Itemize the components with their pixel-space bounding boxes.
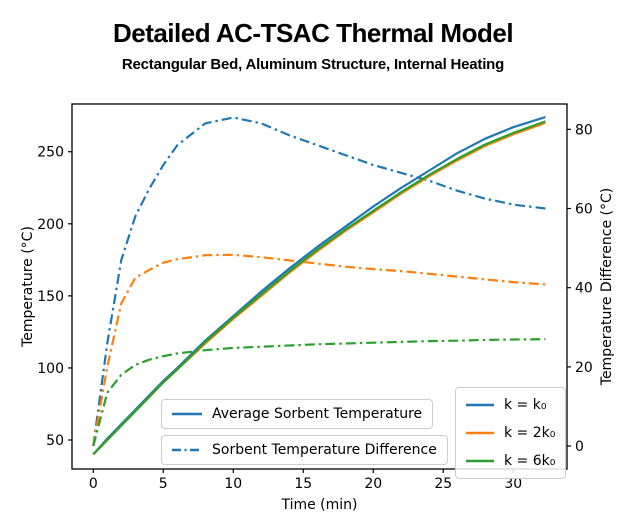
2k0-line-sample — [466, 431, 494, 435]
y-right-tick-label: 40 — [575, 281, 593, 297]
y-right-tick-label: 0 — [575, 439, 584, 455]
y-left-tick-label: 250 — [37, 145, 64, 161]
chart-subtitle: Rectangular Bed, Aluminum Structure, Int… — [121, 56, 505, 73]
y-left-tick-label: 200 — [37, 217, 64, 233]
x-tick-label: 30 — [504, 476, 522, 492]
y-right-tick-label: 20 — [575, 360, 593, 376]
x-tick-label: 15 — [294, 476, 312, 492]
y-right-tick-label: 60 — [575, 202, 593, 218]
legend-row-2k0: k = 2k₀ — [456, 419, 565, 447]
legend-k-values: k = k₀ k = 2k₀ k = 6k₀ — [455, 387, 567, 479]
k0-line-sample — [466, 403, 494, 407]
legend-label-k0: k = k₀ — [504, 397, 547, 413]
legend-label-6k0: k = 6k₀ — [504, 453, 556, 469]
dashdot-line-sample — [172, 448, 202, 452]
y-left-tick-label: 150 — [37, 289, 64, 305]
x-tick-label: 20 — [364, 476, 382, 492]
y-right-axis-label: Temperature Difference (°C) — [599, 188, 615, 386]
legend-label-temperature-difference: Sorbent Temperature Difference — [212, 442, 437, 458]
x-tick-label: 10 — [224, 476, 242, 492]
6k0-line-sample — [466, 459, 494, 463]
legend-row-k0: k = k₀ — [456, 391, 565, 419]
legend-row: Average Sorbent Temperature — [162, 400, 432, 428]
y-left-tick-label: 50 — [46, 433, 64, 449]
axes-frame — [71, 103, 568, 470]
y-left-tick-label: 100 — [37, 361, 64, 377]
x-tick-label: 25 — [434, 476, 452, 492]
curve-temp-diff-2k0 — [92, 253, 546, 447]
solid-line-sample — [172, 412, 202, 416]
curve-temp-diff-6k0 — [92, 338, 546, 447]
legend-row: Sorbent Temperature Difference — [162, 436, 447, 464]
legend-avg-temperature: Average Sorbent Temperature — [161, 399, 434, 429]
legend-label-avg-temperature: Average Sorbent Temperature — [212, 406, 423, 422]
legend-row-6k0: k = 6k₀ — [456, 447, 565, 475]
legend-temperature-difference: Sorbent Temperature Difference — [161, 435, 448, 465]
legend-label-2k0: k = 2k₀ — [504, 425, 556, 441]
x-axis-label: Time (min) — [280, 497, 357, 513]
curve-temp-diff-k0 — [92, 116, 546, 447]
chart-title: Detailed AC-TSAC Thermal Model — [112, 18, 514, 48]
y-left-axis-label: Temperature (°C) — [20, 226, 36, 348]
x-tick-label: 5 — [159, 476, 168, 492]
x-tick-label: 0 — [89, 476, 98, 492]
curve-avg-temp-6k0 — [92, 120, 546, 456]
y-right-tick-label: 80 — [575, 122, 593, 138]
